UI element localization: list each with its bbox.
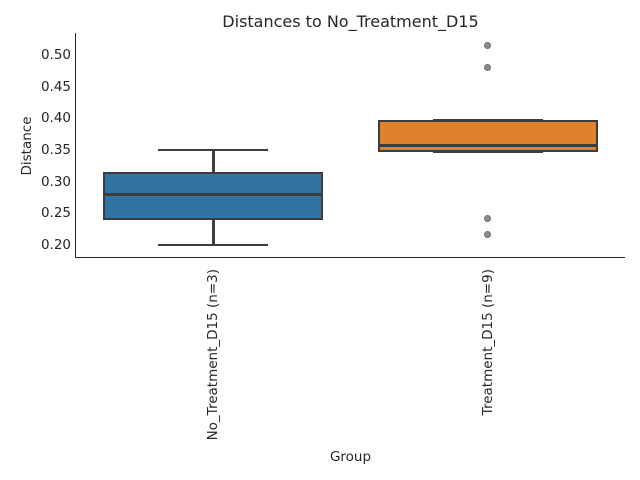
y-tick-label: 0.40 [40,110,71,127]
x-axis-spine [75,257,625,259]
y-tick-label: 0.20 [40,236,71,253]
outlier-point [484,231,492,239]
y-tick-label: 0.50 [40,47,71,64]
y-tick-label: 0.25 [40,205,71,222]
x-tick-label: Treatment_D15 (n=9) [479,269,496,416]
median-line [377,143,598,147]
y-axis-spine [75,33,77,258]
whisker-cap [158,243,269,247]
y-tick-label: 0.35 [40,142,71,159]
whisker-cap [158,148,269,152]
median-line [103,192,324,196]
chart-title: Distances to No_Treatment_D15 [222,12,479,31]
whisker-line [212,219,215,245]
box-no-treatment [103,172,324,220]
y-tick-label: 0.45 [40,78,71,95]
x-axis-label: Group [329,449,372,465]
whisker-line [212,150,215,173]
outlier-point [484,63,492,71]
outlier-point [484,214,492,222]
y-tick-label: 0.30 [40,173,71,190]
outlier-point [484,42,492,50]
whisker-cap [432,150,543,153]
box-treatment [377,120,598,152]
x-tick-label: No_Treatment_D15 (n=3) [205,269,222,441]
